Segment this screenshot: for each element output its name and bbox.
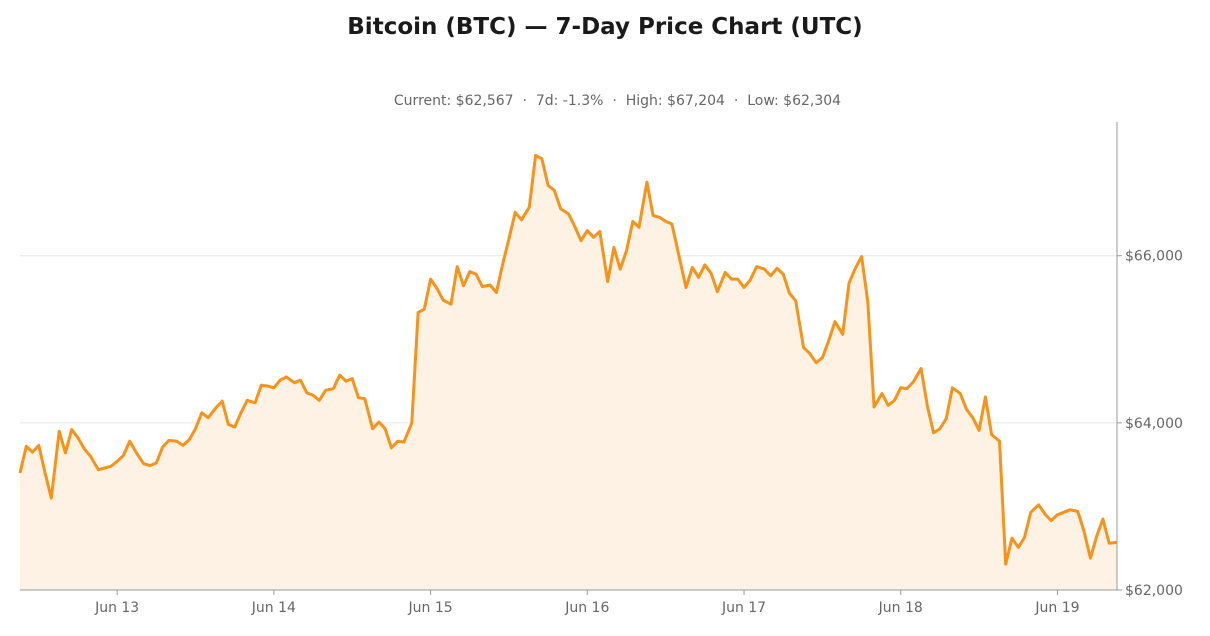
- seven-day-change-stat: 7d: -1.3%: [535, 93, 604, 109]
- y-tick-label: $66,000: [1125, 249, 1183, 265]
- chart-title: Bitcoin (BTC) — 7-Day Price Chart (UTC): [347, 14, 863, 40]
- x-tick-label: Jun 13: [94, 600, 139, 616]
- y-tick-label: $64,000: [1125, 416, 1183, 432]
- x-tick-label: Jun 17: [721, 600, 766, 616]
- y-axis-ticks: $62,000 $64,000 $66,000: [1117, 249, 1183, 599]
- x-axis-ticks: Jun 13 Jun 14 Jun 15 Jun 16 Jun 17 Jun 18 Jun …: [94, 590, 1080, 616]
- price-stats-summary: Current: $62,567 · 7d: -1.3% · High: $67…: [393, 93, 842, 109]
- x-tick-label: Jun 15: [408, 600, 453, 616]
- x-tick-label: Jun 16: [564, 600, 609, 616]
- price-series-line: [18, 153, 1118, 566]
- high-price-stat: High: $67,204: [625, 93, 725, 109]
- current-price-stat: Current: $62,567: [393, 93, 514, 109]
- y-tick-label: $62,000: [1125, 583, 1183, 599]
- low-price-stat: Low: $62,304: [747, 93, 842, 109]
- x-tick-label: Jun 18: [878, 600, 923, 616]
- x-tick-label: Jun 19: [1034, 600, 1079, 616]
- x-tick-label: Jun 14: [251, 600, 296, 616]
- price-area-fill: [20, 155, 1117, 590]
